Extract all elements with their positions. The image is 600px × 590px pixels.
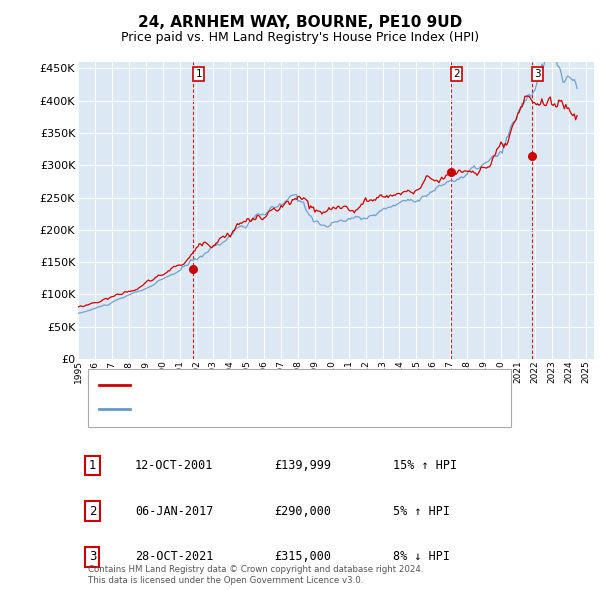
Text: £290,000: £290,000 [274, 505, 331, 518]
Text: 28-OCT-2021: 28-OCT-2021 [135, 550, 213, 563]
Text: 2: 2 [453, 70, 460, 80]
Text: 24, ARNHEM WAY, BOURNE, PE10 9UD (detached house): 24, ARNHEM WAY, BOURNE, PE10 9UD (detach… [140, 380, 434, 390]
Text: 06-JAN-2017: 06-JAN-2017 [135, 505, 213, 518]
Point [446, 167, 455, 176]
Text: £315,000: £315,000 [274, 550, 331, 563]
Text: 1: 1 [89, 459, 96, 472]
Point [188, 264, 197, 273]
Text: HPI: Average price, detached house, South Kesteven: HPI: Average price, detached house, Sout… [140, 404, 414, 414]
Text: 5% ↑ HPI: 5% ↑ HPI [393, 505, 450, 518]
Text: £139,999: £139,999 [274, 459, 331, 472]
Text: Price paid vs. HM Land Registry's House Price Index (HPI): Price paid vs. HM Land Registry's House … [121, 31, 479, 44]
Text: 15% ↑ HPI: 15% ↑ HPI [393, 459, 457, 472]
Text: 1: 1 [196, 70, 202, 80]
Text: 12-OCT-2001: 12-OCT-2001 [135, 459, 213, 472]
Text: 8% ↓ HPI: 8% ↓ HPI [393, 550, 450, 563]
Text: 24, ARNHEM WAY, BOURNE, PE10 9UD: 24, ARNHEM WAY, BOURNE, PE10 9UD [138, 15, 462, 30]
Point [527, 151, 537, 160]
FancyBboxPatch shape [88, 369, 511, 427]
Text: 2: 2 [89, 505, 96, 518]
Text: Contains HM Land Registry data © Crown copyright and database right 2024.
This d: Contains HM Land Registry data © Crown c… [88, 565, 424, 585]
Text: 3: 3 [89, 550, 96, 563]
Text: 3: 3 [535, 70, 541, 80]
